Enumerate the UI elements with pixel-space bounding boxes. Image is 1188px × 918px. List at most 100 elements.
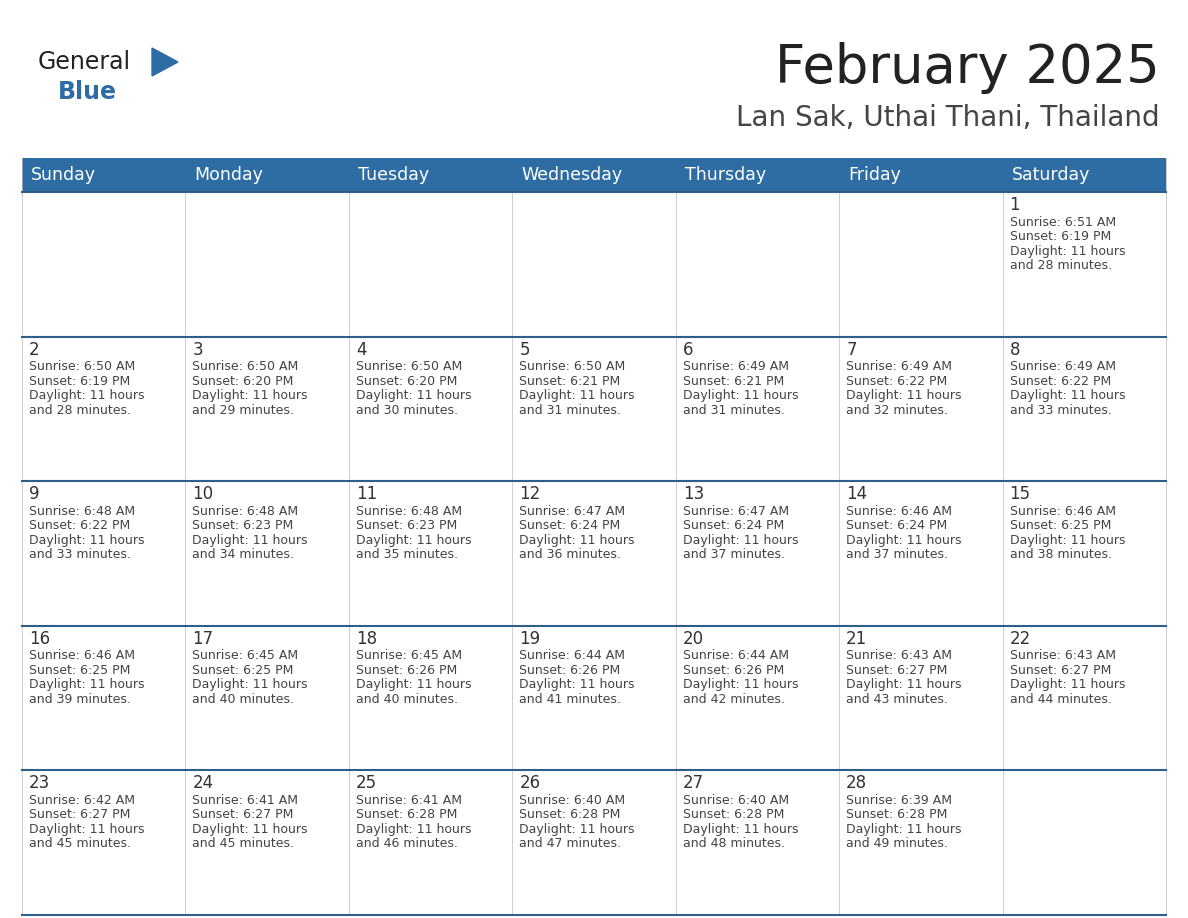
Text: Sunset: 6:28 PM: Sunset: 6:28 PM	[683, 809, 784, 822]
Text: 13: 13	[683, 486, 704, 503]
Text: Sunrise: 6:46 AM: Sunrise: 6:46 AM	[1010, 505, 1116, 518]
Text: 24: 24	[192, 775, 214, 792]
Text: Sunset: 6:26 PM: Sunset: 6:26 PM	[356, 664, 457, 677]
Text: 22: 22	[1010, 630, 1031, 648]
Text: Sunset: 6:27 PM: Sunset: 6:27 PM	[1010, 664, 1111, 677]
Text: 6: 6	[683, 341, 694, 359]
Text: Sunset: 6:24 PM: Sunset: 6:24 PM	[683, 520, 784, 532]
Text: 11: 11	[356, 486, 377, 503]
Text: Sunrise: 6:49 AM: Sunrise: 6:49 AM	[1010, 360, 1116, 373]
Text: 8: 8	[1010, 341, 1020, 359]
Text: and 33 minutes.: and 33 minutes.	[29, 548, 131, 561]
Text: Daylight: 11 hours: Daylight: 11 hours	[29, 389, 145, 402]
Text: and 31 minutes.: and 31 minutes.	[519, 404, 621, 417]
Text: 14: 14	[846, 486, 867, 503]
Text: and 35 minutes.: and 35 minutes.	[356, 548, 457, 561]
Text: 15: 15	[1010, 486, 1031, 503]
Text: Tuesday: Tuesday	[358, 166, 429, 184]
Text: Thursday: Thursday	[684, 166, 766, 184]
Text: 25: 25	[356, 775, 377, 792]
Text: Sunday: Sunday	[31, 166, 96, 184]
Text: and 29 minutes.: and 29 minutes.	[192, 404, 295, 417]
Text: and 36 minutes.: and 36 minutes.	[519, 548, 621, 561]
Text: Sunrise: 6:46 AM: Sunrise: 6:46 AM	[846, 505, 952, 518]
Text: Sunset: 6:21 PM: Sunset: 6:21 PM	[683, 375, 784, 387]
Text: and 46 minutes.: and 46 minutes.	[356, 837, 457, 850]
Text: and 49 minutes.: and 49 minutes.	[846, 837, 948, 850]
Text: 19: 19	[519, 630, 541, 648]
Text: and 40 minutes.: and 40 minutes.	[356, 693, 457, 706]
Text: Sunset: 6:23 PM: Sunset: 6:23 PM	[356, 520, 457, 532]
Text: Daylight: 11 hours: Daylight: 11 hours	[683, 678, 798, 691]
Text: Daylight: 11 hours: Daylight: 11 hours	[1010, 244, 1125, 258]
Text: Sunrise: 6:50 AM: Sunrise: 6:50 AM	[519, 360, 626, 373]
Text: Friday: Friday	[848, 166, 901, 184]
Text: Sunset: 6:26 PM: Sunset: 6:26 PM	[519, 664, 620, 677]
Text: and 40 minutes.: and 40 minutes.	[192, 693, 295, 706]
Text: Sunrise: 6:44 AM: Sunrise: 6:44 AM	[519, 649, 625, 662]
Text: Sunrise: 6:41 AM: Sunrise: 6:41 AM	[192, 794, 298, 807]
Text: Sunset: 6:28 PM: Sunset: 6:28 PM	[356, 809, 457, 822]
Text: Sunrise: 6:50 AM: Sunrise: 6:50 AM	[356, 360, 462, 373]
Text: Sunset: 6:28 PM: Sunset: 6:28 PM	[519, 809, 620, 822]
Text: Lan Sak, Uthai Thani, Thailand: Lan Sak, Uthai Thani, Thailand	[737, 104, 1159, 132]
Text: 9: 9	[29, 486, 39, 503]
Text: Daylight: 11 hours: Daylight: 11 hours	[519, 533, 634, 547]
Text: Sunset: 6:22 PM: Sunset: 6:22 PM	[29, 520, 131, 532]
Text: Saturday: Saturday	[1011, 166, 1089, 184]
Text: Daylight: 11 hours: Daylight: 11 hours	[683, 823, 798, 836]
Text: Sunset: 6:25 PM: Sunset: 6:25 PM	[192, 664, 293, 677]
Text: Sunset: 6:22 PM: Sunset: 6:22 PM	[1010, 375, 1111, 387]
Text: Sunrise: 6:47 AM: Sunrise: 6:47 AM	[519, 505, 625, 518]
Text: Sunset: 6:27 PM: Sunset: 6:27 PM	[29, 809, 131, 822]
Text: and 38 minutes.: and 38 minutes.	[1010, 548, 1112, 561]
Text: and 47 minutes.: and 47 minutes.	[519, 837, 621, 850]
Text: 3: 3	[192, 341, 203, 359]
Text: Daylight: 11 hours: Daylight: 11 hours	[683, 533, 798, 547]
Text: Sunset: 6:23 PM: Sunset: 6:23 PM	[192, 520, 293, 532]
Text: and 41 minutes.: and 41 minutes.	[519, 693, 621, 706]
Text: Wednesday: Wednesday	[522, 166, 623, 184]
Text: Daylight: 11 hours: Daylight: 11 hours	[192, 389, 308, 402]
Text: Sunset: 6:28 PM: Sunset: 6:28 PM	[846, 809, 948, 822]
Text: Sunset: 6:24 PM: Sunset: 6:24 PM	[519, 520, 620, 532]
Text: Daylight: 11 hours: Daylight: 11 hours	[519, 678, 634, 691]
Text: and 34 minutes.: and 34 minutes.	[192, 548, 295, 561]
Bar	[23, 192, 1165, 915]
Text: Daylight: 11 hours: Daylight: 11 hours	[192, 533, 308, 547]
Text: and 45 minutes.: and 45 minutes.	[192, 837, 295, 850]
Text: Sunset: 6:19 PM: Sunset: 6:19 PM	[1010, 230, 1111, 243]
Text: Daylight: 11 hours: Daylight: 11 hours	[519, 823, 634, 836]
Text: Daylight: 11 hours: Daylight: 11 hours	[1010, 678, 1125, 691]
Text: and 37 minutes.: and 37 minutes.	[846, 548, 948, 561]
Text: Sunset: 6:19 PM: Sunset: 6:19 PM	[29, 375, 131, 387]
Text: Sunrise: 6:49 AM: Sunrise: 6:49 AM	[683, 360, 789, 373]
Text: and 42 minutes.: and 42 minutes.	[683, 693, 784, 706]
Text: Sunrise: 6:41 AM: Sunrise: 6:41 AM	[356, 794, 462, 807]
Text: Daylight: 11 hours: Daylight: 11 hours	[1010, 389, 1125, 402]
Text: Sunset: 6:25 PM: Sunset: 6:25 PM	[1010, 520, 1111, 532]
Text: 16: 16	[29, 630, 50, 648]
Text: Sunrise: 6:47 AM: Sunrise: 6:47 AM	[683, 505, 789, 518]
Text: Sunset: 6:24 PM: Sunset: 6:24 PM	[846, 520, 947, 532]
Text: Sunrise: 6:50 AM: Sunrise: 6:50 AM	[192, 360, 298, 373]
Text: 20: 20	[683, 630, 703, 648]
Text: and 31 minutes.: and 31 minutes.	[683, 404, 784, 417]
Text: Daylight: 11 hours: Daylight: 11 hours	[192, 678, 308, 691]
Text: and 48 minutes.: and 48 minutes.	[683, 837, 785, 850]
Text: 7: 7	[846, 341, 857, 359]
Text: and 44 minutes.: and 44 minutes.	[1010, 693, 1112, 706]
Text: Sunrise: 6:48 AM: Sunrise: 6:48 AM	[356, 505, 462, 518]
Text: Blue: Blue	[58, 80, 116, 104]
Text: Sunrise: 6:51 AM: Sunrise: 6:51 AM	[1010, 216, 1116, 229]
Text: Sunrise: 6:39 AM: Sunrise: 6:39 AM	[846, 794, 952, 807]
Text: Sunset: 6:26 PM: Sunset: 6:26 PM	[683, 664, 784, 677]
Bar	[23, 158, 1165, 192]
Text: 1: 1	[1010, 196, 1020, 214]
Text: Daylight: 11 hours: Daylight: 11 hours	[846, 533, 961, 547]
Text: and 39 minutes.: and 39 minutes.	[29, 693, 131, 706]
Text: 10: 10	[192, 486, 214, 503]
Text: Sunrise: 6:43 AM: Sunrise: 6:43 AM	[1010, 649, 1116, 662]
Text: Daylight: 11 hours: Daylight: 11 hours	[519, 389, 634, 402]
Text: Sunrise: 6:42 AM: Sunrise: 6:42 AM	[29, 794, 135, 807]
